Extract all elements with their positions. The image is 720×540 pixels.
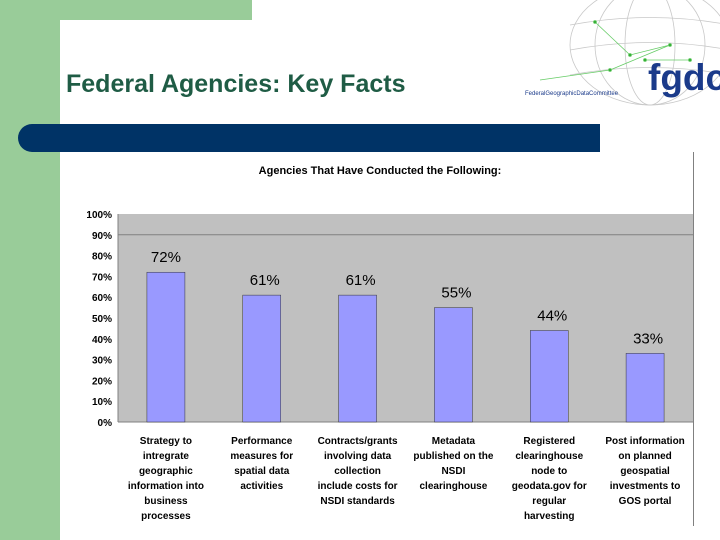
y-tick-label: 60% [92, 293, 112, 304]
slide-title: Federal Agencies: Key Facts [66, 70, 406, 98]
bar [434, 307, 473, 423]
y-tick-label: 20% [92, 376, 112, 387]
category-label: Contracts/grants involving data collection… [318, 436, 398, 507]
y-tick-label: 40% [92, 335, 112, 346]
green-sidebar-decoration [0, 0, 60, 540]
y-tick-label: 100% [86, 210, 112, 221]
category-label: Post information on planned geospatial inve… [605, 436, 684, 507]
data-label: 33% [633, 330, 663, 347]
y-tick-label: 50% [92, 314, 112, 325]
chart-frame: Agencies That Have Conducted the Followi… [60, 152, 694, 526]
category-label: Strategy to intregrate geographic informati… [128, 436, 204, 522]
category-label: Performance measures for spatial data activ… [230, 436, 293, 492]
bar-chart: Agencies That Have Conducted the Followi… [86, 165, 693, 522]
y-tick-label: 80% [92, 252, 112, 263]
y-tick-label: 90% [92, 231, 112, 242]
bar [242, 294, 281, 423]
navy-title-band [18, 124, 600, 152]
globe-grid-icon [569, 0, 720, 106]
plot-area [118, 214, 693, 422]
data-label: 72% [151, 249, 181, 266]
category-label: Registered clearinghouse node to geodata.go… [512, 436, 587, 522]
green-top-decoration [60, 0, 252, 20]
data-label: 61% [250, 272, 280, 289]
bar [146, 271, 186, 423]
y-tick-label: 0% [98, 418, 113, 429]
bar [625, 353, 665, 423]
bar [338, 294, 377, 423]
y-tick-label: 30% [92, 356, 112, 367]
data-label: 61% [346, 272, 376, 289]
bar [530, 330, 569, 423]
logo-letters: fgdc [648, 57, 720, 98]
data-label: 55% [441, 285, 471, 302]
category-label: Metadata published on the NSDI clearinghous… [413, 436, 493, 492]
data-label: 44% [537, 307, 567, 324]
network-nodes-icon [539, 20, 692, 81]
fgdc-logo: fgdc FederalGeographicDataCommittee [525, 0, 720, 106]
chart-title: Agencies That Have Conducted the Followi… [259, 165, 502, 177]
logo-full-name: FederalGeographicDataCommittee [525, 91, 619, 97]
y-tick-label: 70% [92, 272, 112, 283]
y-tick-label: 10% [92, 397, 112, 408]
